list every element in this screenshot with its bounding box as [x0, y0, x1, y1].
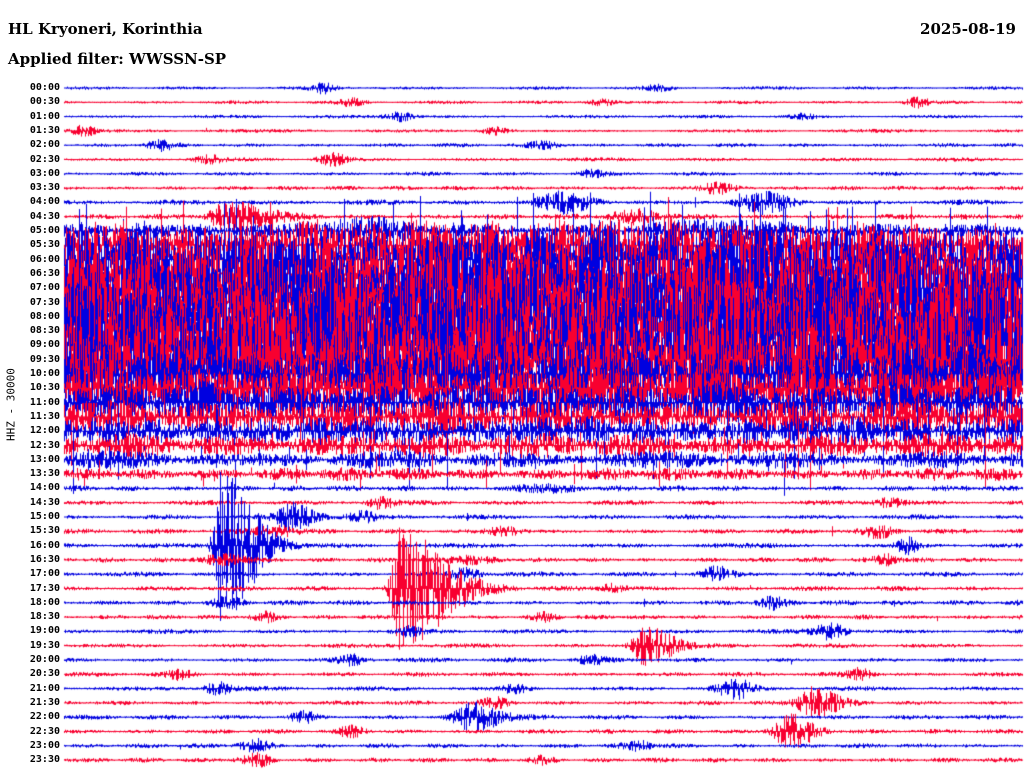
time-label-02:30: 02:30 [29, 153, 60, 165]
time-label-13:30: 13:30 [29, 468, 60, 480]
time-label-21:00: 21:00 [29, 682, 60, 694]
time-label-10:30: 10:30 [29, 382, 60, 394]
time-label-17:00: 17:00 [29, 568, 60, 580]
time-label-23:30: 23:30 [29, 754, 60, 766]
time-label-07:00: 07:00 [29, 282, 60, 294]
time-label-22:00: 22:00 [29, 711, 60, 723]
time-label-19:30: 19:30 [29, 639, 60, 651]
time-label-13:00: 13:00 [29, 453, 60, 465]
time-label-03:00: 03:00 [29, 167, 60, 179]
time-label-15:30: 15:30 [29, 525, 60, 537]
time-label-17:30: 17:30 [29, 582, 60, 594]
time-label-08:30: 08:30 [29, 325, 60, 337]
time-label-08:00: 08:00 [29, 310, 60, 322]
time-label-16:30: 16:30 [29, 553, 60, 565]
time-label-07:30: 07:30 [29, 296, 60, 308]
time-label-09:00: 09:00 [29, 339, 60, 351]
time-label-20:30: 20:30 [29, 668, 60, 680]
time-label-18:30: 18:30 [29, 611, 60, 623]
time-label-11:30: 11:30 [29, 410, 60, 422]
time-label-20:00: 20:00 [29, 654, 60, 665]
time-label-00:00: 00:00 [29, 82, 60, 93]
time-label-15:00: 15:00 [29, 511, 60, 522]
time-label-01:30: 01:30 [29, 124, 60, 136]
time-label-22:30: 22:30 [29, 725, 60, 737]
time-label-06:00: 06:00 [29, 253, 60, 265]
time-label-04:30: 04:30 [29, 210, 60, 222]
time-label-11:00: 11:00 [29, 396, 60, 408]
time-label-00:30: 00:30 [29, 96, 60, 108]
time-label-19:00: 19:00 [29, 625, 60, 637]
time-label-05:30: 05:30 [29, 239, 60, 251]
time-label-14:30: 14:30 [29, 496, 60, 508]
time-label-03:30: 03:30 [29, 182, 60, 194]
time-label-12:30: 12:30 [29, 439, 60, 451]
time-label-06:30: 06:30 [29, 267, 60, 279]
time-label-10:00: 10:00 [29, 368, 60, 379]
time-label-18:00: 18:00 [29, 596, 60, 608]
time-label-14:00: 14:00 [29, 482, 60, 494]
time-label-02:00: 02:00 [29, 139, 60, 151]
time-label-12:00: 12:00 [29, 425, 60, 437]
time-label-16:00: 16:00 [29, 539, 60, 551]
time-label-05:00: 05:00 [29, 225, 60, 236]
time-label-09:30: 09:30 [29, 353, 60, 365]
time-label-23:00: 23:00 [29, 739, 60, 751]
time-label-01:00: 01:00 [29, 110, 60, 122]
time-axis: 00:00 00:30 01:00 01:30 02:00 02:30 03:00 03:30… [0, 0, 62, 780]
time-label-21:30: 21:30 [29, 696, 60, 708]
time-label-04:00: 04:00 [29, 196, 60, 208]
